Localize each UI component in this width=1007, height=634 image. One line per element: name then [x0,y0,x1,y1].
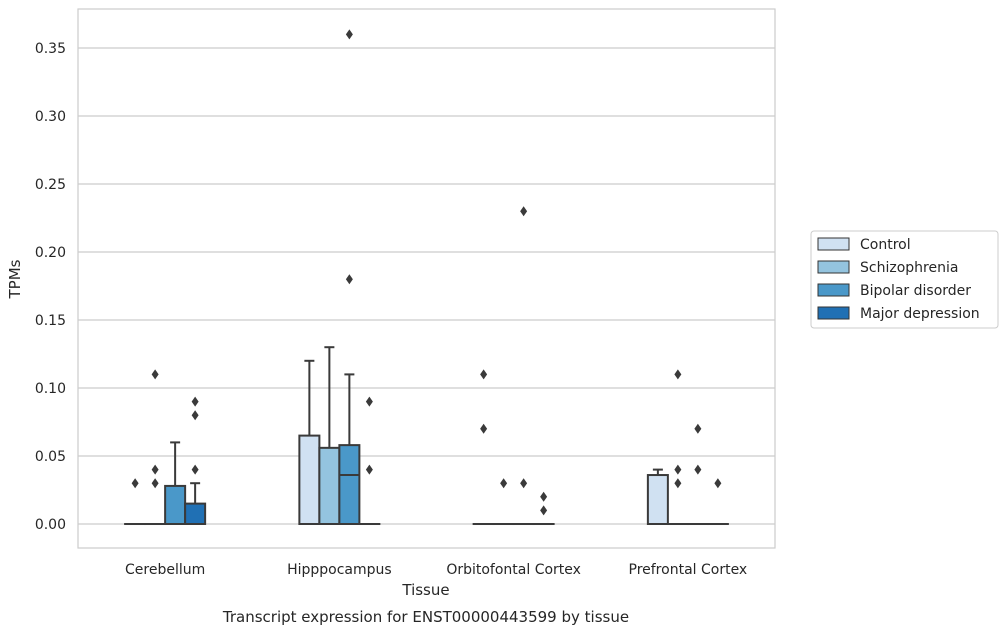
box-control [646,468,669,526]
box-series [124,29,729,526]
outlier-point [540,491,548,502]
box-iqr [338,444,361,525]
box-control [472,369,495,526]
box-iqr [164,484,187,526]
x-tick-label: Orbitofontal Cortex [446,562,581,578]
box-schizophrenia [666,369,689,526]
outlier-point [674,464,682,475]
x-axis-label: Tissue [401,581,449,599]
x-tick-label: Hipppocampus [287,562,392,578]
outlier-point [131,478,139,489]
legend-swatch [817,237,850,251]
outlier-point [714,478,722,489]
gridlines [78,47,775,525]
box-major-depression [532,491,555,526]
box-bipolar-disorder [512,206,535,526]
chart-caption: Transcript expression for ENST0000044359… [222,608,629,626]
box-schizophrenia [318,346,341,525]
y-tick-label: 0.30 [35,109,66,125]
legend-swatch [817,306,850,320]
plot-frame [77,8,776,549]
outlier-point [540,505,548,516]
x-tick-labels: Cerebellum Hipppocampus Orbitofontal Corte… [125,562,747,578]
box-bipolar-disorder [686,423,709,526]
outlier-point [191,464,199,475]
box-major-depression [706,478,729,526]
outlier-point [151,464,159,475]
outlier-point [191,396,199,407]
box-bipolar-disorder [164,441,187,526]
box-schizophrenia [492,478,515,526]
y-tick-label: 0.25 [35,177,66,193]
box-major-depression [358,396,381,526]
legend: Control Schizophrenia Bipolar disorder Majo… [810,230,999,329]
y-axis-label: TPMs [6,259,24,299]
box-iqr [646,474,669,526]
legend-swatch [817,260,850,274]
y-tick-label: 0.10 [35,381,66,397]
box-iqr [184,502,207,526]
box-control [124,478,147,526]
outlier-point [480,369,488,380]
box-schizophrenia [144,369,167,526]
y-tick-label: 0.35 [35,41,66,57]
box-bipolar-disorder [338,29,361,525]
outlier-point [191,410,199,421]
box-iqr [318,446,341,525]
box-iqr [298,434,321,526]
outlier-point [151,369,159,380]
outlier-point [674,369,682,380]
outlier-point [345,29,353,40]
outlier-point [520,478,528,489]
outlier-point [520,206,528,217]
outlier-point [345,274,353,285]
box-major-depression [184,396,207,526]
legend-label: Schizophrenia [860,260,958,276]
y-tick-label: 0.00 [35,517,66,533]
legend-swatch [817,283,850,297]
legend-label: Major depression [860,306,980,322]
y-tick-label: 0.20 [35,245,66,261]
legend-label: Control [860,237,911,253]
legend-label: Bipolar disorder [860,283,971,299]
box-control [298,359,321,526]
outlier-point [480,423,488,434]
outlier-point [674,478,682,489]
outlier-point [500,478,508,489]
x-tick-label: Prefrontal Cortex [629,562,748,578]
outlier-point [365,396,373,407]
outlier-point [694,423,702,434]
y-tick-labels: 0.00 0.05 0.10 0.15 0.20 0.25 0.30 0.35 [35,41,66,533]
y-tick-label: 0.15 [35,313,66,329]
x-tick-label: Cerebellum [125,562,205,578]
y-tick-label: 0.05 [35,449,66,465]
legend-frame [810,230,999,329]
outlier-point [694,464,702,475]
outlier-point [365,464,373,475]
outlier-point [151,478,159,489]
